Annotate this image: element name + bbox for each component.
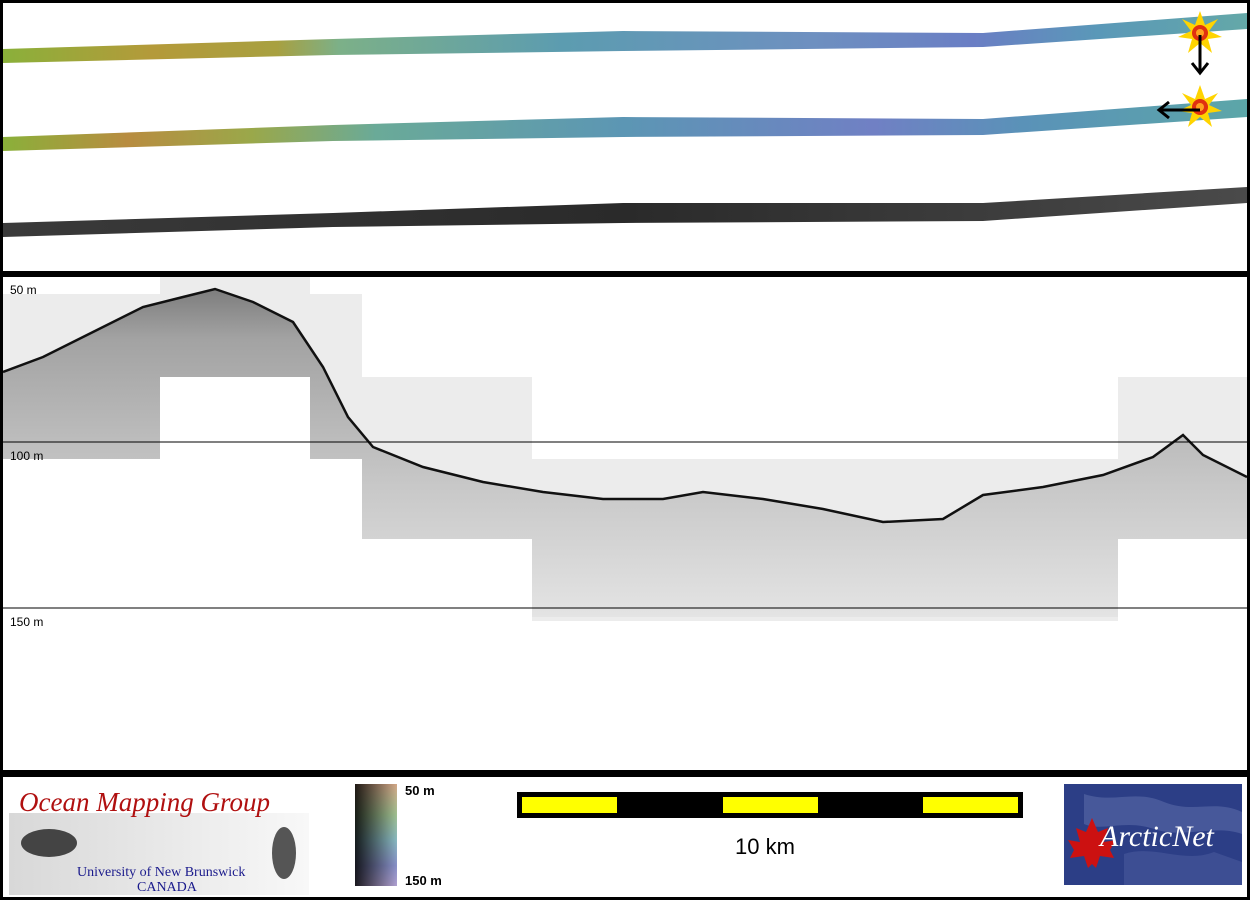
depth-label-100: 100 m xyxy=(10,449,44,463)
scale-bar-label: 10 km xyxy=(735,834,795,859)
scale-bar xyxy=(517,792,1023,818)
sediment-body xyxy=(3,289,1247,617)
logo-background xyxy=(9,813,309,895)
sunburst-marker-icon xyxy=(1178,11,1222,53)
omg-university: University of New Brunswick xyxy=(77,865,246,880)
depth-colorbar xyxy=(355,784,397,886)
bathymetry-swath-1 xyxy=(3,13,1247,63)
arrow-down-icon xyxy=(1190,35,1210,76)
colorbar-top-label: 50 m xyxy=(405,783,435,798)
profile-graphic xyxy=(3,277,1247,621)
colorbar-bottom-label: 150 m xyxy=(405,873,442,888)
footer-panel: Ocean Mapping Group University of New Br… xyxy=(3,777,1247,897)
ocean-mapping-group-logo: Ocean Mapping Group University of New Br… xyxy=(9,783,309,895)
subbottom-profile-panel: 50 m 100 m 150 m xyxy=(3,277,1247,770)
arcticnet-background xyxy=(1064,784,1242,885)
maple-leaf-icon xyxy=(1068,818,1116,868)
omg-country: CANADA xyxy=(137,880,197,895)
swath-strips xyxy=(3,11,1247,237)
arcticnet-name: ArcticNet xyxy=(1100,820,1214,853)
arcticnet-logo: ArcticNet xyxy=(1064,784,1242,885)
depth-label-150: 150 m xyxy=(10,615,44,629)
arrow-left-icon xyxy=(1156,100,1200,120)
seafloor-reflector xyxy=(3,287,1247,524)
backscatter-swath xyxy=(3,187,1247,237)
depth-label-50: 50 m xyxy=(10,283,37,297)
bathymetry-swath-2 xyxy=(3,99,1247,151)
omg-title: Ocean Mapping Group xyxy=(19,787,270,817)
swath-map-panel xyxy=(3,3,1247,271)
